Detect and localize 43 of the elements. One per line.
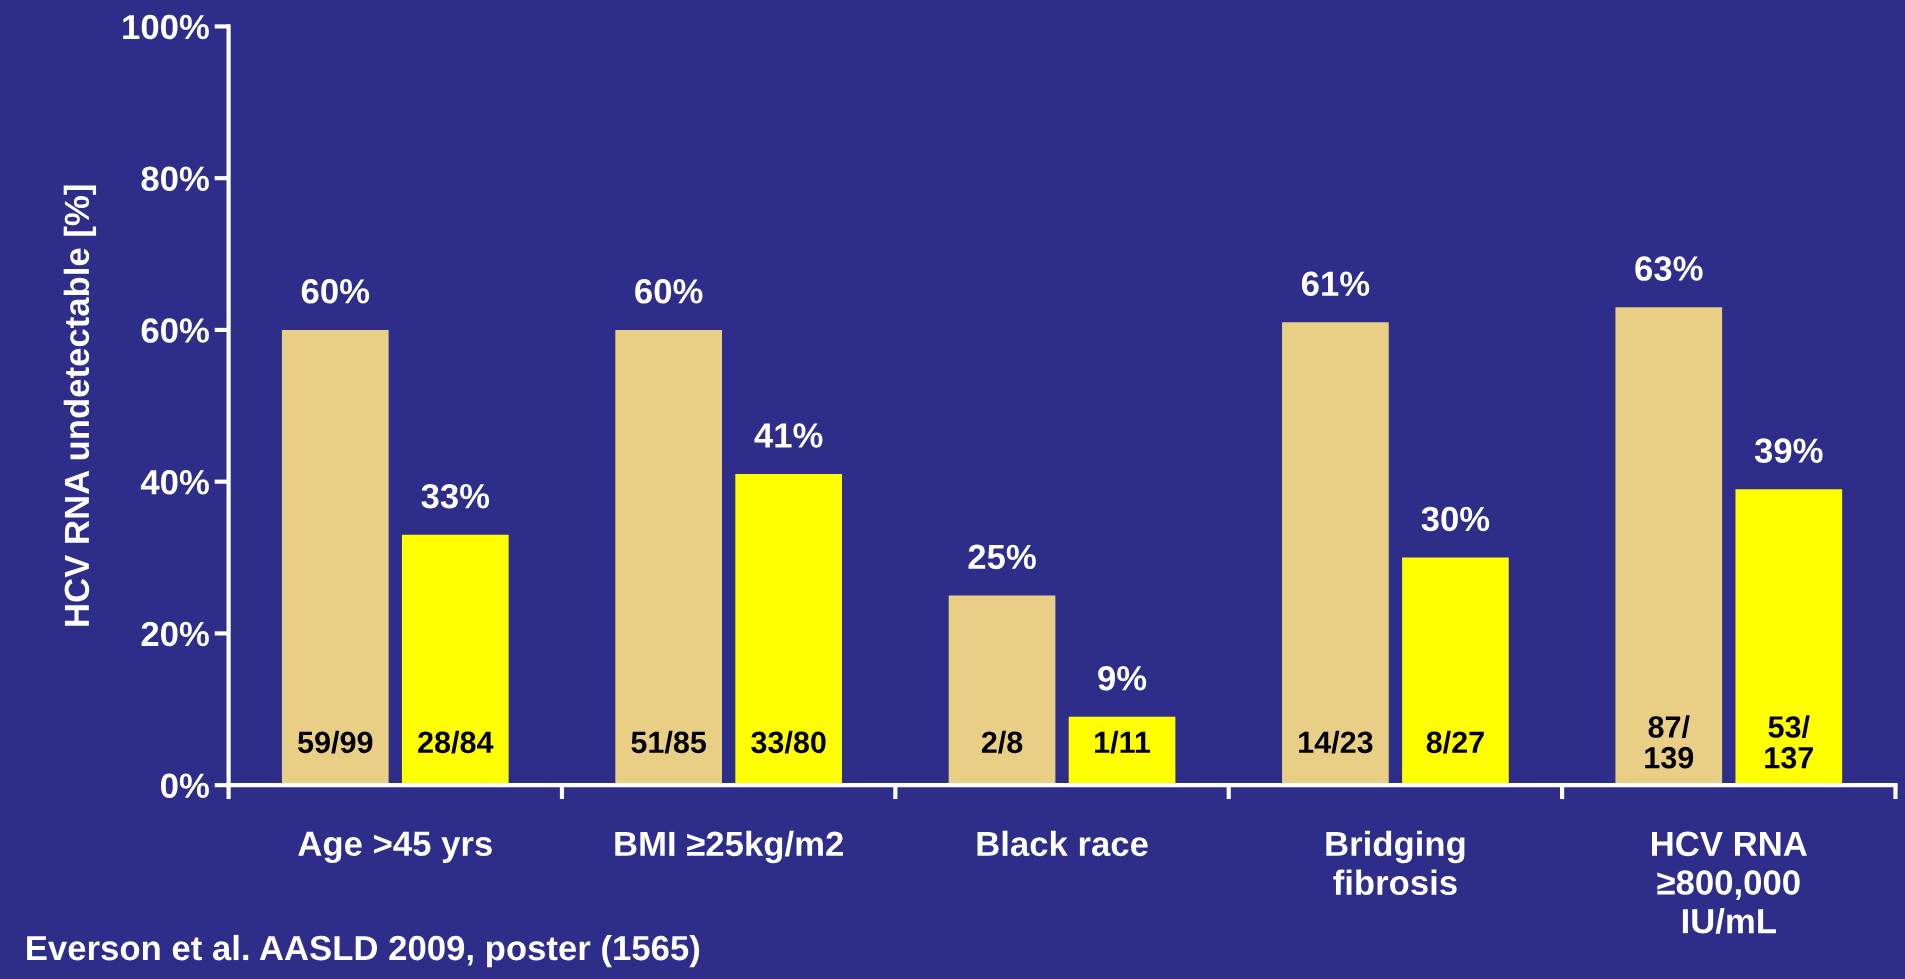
annotation: 1/11 [1095, 730, 1151, 754]
bar [735, 474, 843, 786]
y-tick-label: 80% [141, 166, 209, 192]
text: Everson et al. AASLD 2009, poster (1565) [27, 934, 700, 968]
bar [948, 595, 1056, 786]
annotation: 87/ 139 [1645, 715, 1694, 769]
data-label: 60% [635, 279, 703, 304]
bar [1402, 557, 1509, 786]
y-axis-title: HCV RNA undetectable [%] [63, 185, 97, 626]
annotation: 14/23 [1299, 730, 1373, 754]
data-label: 9% [1098, 665, 1147, 691]
x-tick-label: Bridging fibrosis [1326, 830, 1465, 895]
annotation: 2/8 [981, 730, 1023, 754]
annotation: 33/80 [751, 730, 826, 754]
data-label: 39% [1754, 438, 1823, 463]
annotation: 59/99 [297, 730, 373, 754]
bar [615, 329, 722, 786]
bar [281, 329, 389, 786]
bar [1282, 322, 1389, 786]
data-label: 33% [421, 483, 490, 509]
y-tick-label: 40% [140, 470, 209, 495]
bar [1068, 716, 1176, 786]
data-label: 63% [1635, 256, 1703, 281]
data-label: 30% [1421, 506, 1490, 532]
bar [1615, 307, 1723, 786]
annotation: 53/ 137 [1765, 715, 1813, 769]
x-tick-label: BMI ≥25kg/m2 [615, 830, 843, 864]
bar [1735, 489, 1843, 786]
y-tick-label: 20% [141, 621, 209, 647]
y-tick-label: 60% [141, 318, 209, 343]
annotation: 8/27 [1426, 730, 1484, 754]
y-tick-label: 100% [123, 14, 209, 40]
annotation: 51/85 [631, 730, 707, 754]
data-label: 25% [968, 544, 1036, 570]
x-tick-label: Age >45 yrs [298, 831, 492, 864]
bar [401, 534, 509, 786]
y-tick-label: 0% [161, 773, 209, 799]
data-label: 60% [301, 279, 370, 304]
data-label: 61% [1301, 271, 1370, 297]
annotation: 28/84 [418, 730, 494, 754]
x-tick-label: Black race [977, 830, 1148, 857]
data-label: 41% [754, 423, 823, 448]
x-tick-label: HCV RNA ≥800,000 IU/mL [1652, 831, 1807, 934]
